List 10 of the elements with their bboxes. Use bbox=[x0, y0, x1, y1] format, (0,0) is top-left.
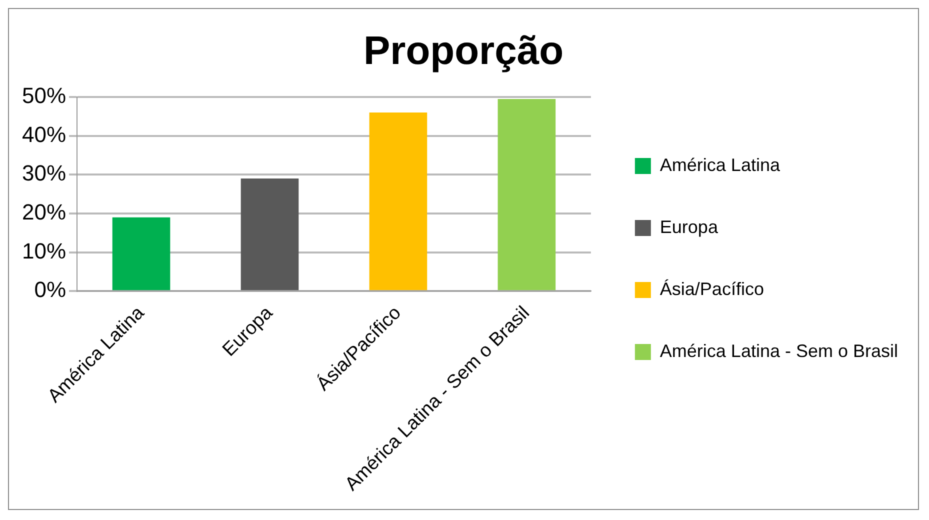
legend-label: Europa bbox=[660, 216, 719, 237]
y-tick-label: 0% bbox=[34, 277, 66, 302]
legend-label: Ásia/Pacífico bbox=[660, 278, 764, 299]
y-tick-label: 30% bbox=[22, 160, 66, 186]
chart-title: Proporção bbox=[363, 29, 564, 74]
y-tick-label: 40% bbox=[22, 122, 66, 147]
y-tick-label: 10% bbox=[22, 238, 66, 264]
y-tick-label: 20% bbox=[22, 200, 66, 225]
legend-label: América Latina bbox=[660, 154, 781, 175]
y-tick-label: 50% bbox=[22, 83, 66, 108]
